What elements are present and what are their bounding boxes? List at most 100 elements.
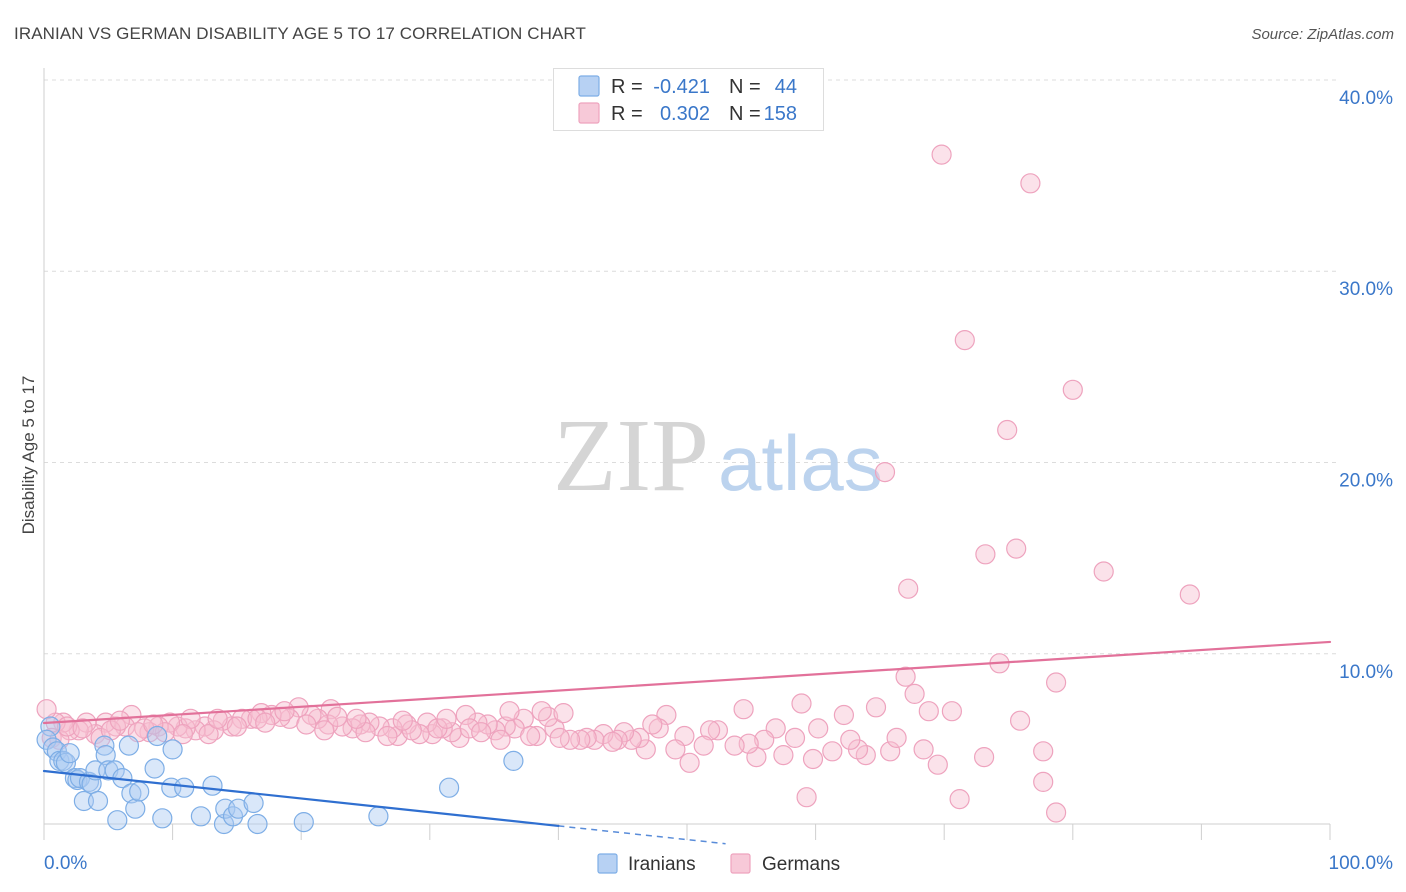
iranians-r-value: -0.421 (653, 76, 710, 98)
germans-point (913, 739, 934, 760)
y-tick-label: 10.0% (1339, 662, 1393, 683)
germans-point (699, 720, 721, 741)
germans-point (629, 727, 650, 749)
iranians-point (87, 790, 109, 812)
germans-series-name: Germans (762, 854, 840, 875)
germans-point (255, 712, 276, 733)
germans-point (392, 710, 413, 731)
germans-point (36, 699, 57, 720)
germans-point (773, 744, 794, 766)
iranians-series-swatch (597, 853, 618, 874)
trend-lines (42, 640, 1332, 845)
germans-point (499, 701, 520, 722)
germans-n-label: N = (729, 103, 761, 125)
y-axis-label: Disability Age 5 to 17 (19, 376, 38, 535)
germans-point (346, 708, 367, 729)
germans-point (159, 712, 181, 733)
germans-n-value: 158 (764, 103, 797, 125)
iranians-point (243, 792, 264, 814)
germans-point (72, 718, 93, 739)
germans-point (1093, 561, 1114, 582)
y-tick-label: 40.0% (1339, 88, 1393, 109)
germans-point (544, 718, 565, 739)
stats-legend: R = -0.421 N = 44 R = 0.302 N = 158 (553, 68, 824, 131)
germans-point (648, 718, 669, 739)
iranians-series-name: Iranians (628, 854, 696, 875)
germans-point (519, 725, 541, 747)
x-tick-label: 100.0% (1329, 853, 1394, 874)
germans-point (895, 666, 916, 687)
germans-point (549, 727, 570, 749)
germans-point (76, 712, 97, 733)
germans-point (1009, 710, 1031, 731)
iranians-point (202, 775, 223, 796)
iranians-point (247, 813, 268, 835)
germans-point (796, 787, 817, 808)
germans-point (471, 722, 492, 743)
germans-trend-line (42, 640, 1332, 725)
germans-point (531, 701, 552, 722)
germans-point (665, 739, 686, 760)
germans-point (553, 702, 574, 724)
germans-point (822, 741, 843, 762)
germans-point (927, 754, 948, 775)
germans-point (874, 462, 896, 483)
germans-point (1020, 173, 1041, 194)
germans-point (296, 714, 317, 735)
germans-point (143, 714, 164, 735)
germans-point (802, 748, 824, 770)
iranians-legend-swatch (578, 75, 600, 97)
germans-point (840, 729, 861, 750)
iranians-trend-line-extension (558, 825, 726, 845)
germans-point (918, 701, 939, 722)
germans-point (1045, 672, 1067, 693)
iranians-point (95, 744, 116, 766)
germans-point (537, 706, 559, 728)
germans-r-label: R = (611, 103, 643, 125)
iranians-point (503, 750, 524, 772)
germans-point (207, 708, 228, 729)
germans-point (931, 144, 952, 165)
germans-point (886, 727, 907, 749)
iranians-point (125, 798, 146, 819)
germans-point (459, 718, 480, 739)
germans-point (1062, 379, 1083, 400)
iranians-n-label: N = (729, 76, 761, 98)
y-tick-label: 20.0% (1339, 471, 1393, 492)
iranians-point (129, 781, 150, 802)
germans-point (954, 330, 975, 351)
iranians-point (152, 808, 173, 829)
iranians-point (293, 811, 314, 833)
germans-point (973, 746, 995, 768)
germans-point (559, 729, 581, 750)
iranians-point (439, 777, 460, 798)
germans-point (314, 720, 335, 741)
iranians-point (368, 806, 389, 827)
gridlines: 10.0% 20.0% 30.0% 40.0% (44, 79, 1393, 683)
germans-point (436, 708, 457, 729)
germans-point (1006, 538, 1027, 559)
germans-legend-swatch (578, 102, 600, 124)
iranians-point (228, 798, 249, 819)
germans-point (526, 725, 547, 747)
iranians-point (59, 743, 80, 764)
germans-point (1033, 771, 1054, 793)
iranians-point (104, 760, 125, 781)
germans-point (733, 699, 754, 720)
y-tick-label: 30.0% (1339, 279, 1393, 300)
germans-point (584, 729, 605, 750)
germans-point (754, 729, 775, 750)
iranians-point (118, 735, 139, 756)
iranians-point (190, 806, 211, 827)
germans-r-value: 0.302 (660, 103, 710, 125)
germans-point (880, 741, 901, 762)
germans-point (490, 729, 511, 750)
germans-point (495, 716, 516, 737)
germans-point (833, 704, 855, 726)
germans-point (865, 697, 887, 718)
germans-point (570, 729, 591, 750)
germans-point (975, 544, 996, 565)
germans-point (455, 704, 476, 726)
germans-point (198, 723, 219, 745)
